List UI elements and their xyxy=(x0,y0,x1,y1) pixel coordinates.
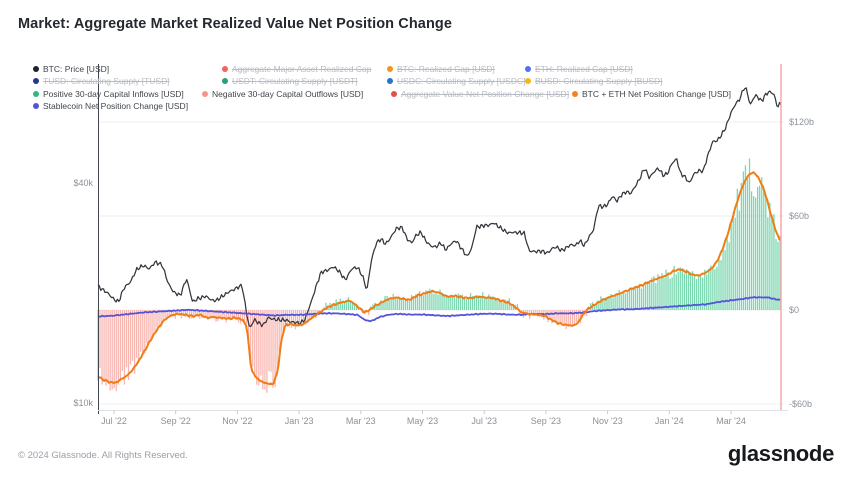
chart-legend: BTC: Price [USD] Aggregate Major Asset Re… xyxy=(0,0,850,120)
legend-dot-icon xyxy=(387,65,393,72)
legend-dot-icon xyxy=(33,103,39,109)
right-axis-label: $60b xyxy=(789,211,809,221)
legend-item-positive-30-day-capital-inflows-usd[interactable]: Positive 30-day Capital Inflows [USD] xyxy=(33,88,184,99)
legend-item-busd-circulating-supply-busd[interactable]: BUSD: Circulating Supply [BUSD] xyxy=(525,76,663,87)
legend-dot-icon xyxy=(391,90,397,97)
legend-item-label: Stablecoin Net Position Change [USD] xyxy=(43,101,189,111)
legend-item-usdt-circulating-supply-usdt[interactable]: USDT: Circulating Supply [USDT] xyxy=(222,76,358,87)
legend-dot-icon xyxy=(202,90,208,97)
x-axis-label: Jan '24 xyxy=(655,416,684,426)
x-axis-label: Sep '23 xyxy=(531,416,561,426)
legend-item-negative-30-day-capital-outflows-usd[interactable]: Negative 30-day Capital Outflows [USD] xyxy=(202,88,363,99)
page-title: Market: Aggregate Market Realized Value … xyxy=(18,16,453,32)
right-axis-label: $120b xyxy=(789,117,814,127)
capital-flow-bars xyxy=(97,158,781,393)
right-axis-label: $0 xyxy=(789,305,799,315)
x-axis-label: Jul '22 xyxy=(101,416,127,426)
legend-item-label: BTC: Realized Cap [USD] xyxy=(397,63,495,74)
left-axis-label: $10k xyxy=(73,398,93,408)
left-axis-label: $40k xyxy=(73,178,93,188)
legend-item-aggregate-major-asset-realized-cap[interactable]: Aggregate Major Asset Realized Cap xyxy=(222,63,371,74)
legend-item-label: Aggregate Major Asset Realized Cap xyxy=(232,63,372,74)
legend-item-label: TUSD: Circulating Supply [TUSD] xyxy=(43,76,170,86)
legend-item-label: Aggregate Value Net Position Change [USD… xyxy=(401,88,570,99)
legend-item-label: USDC: Circulating Supply [USDC] xyxy=(397,76,526,86)
x-axis-label: Jul '23 xyxy=(471,416,497,426)
legend-item-usdc-circulating-supply-usdc[interactable]: USDC: Circulating Supply [USDC] xyxy=(387,76,525,87)
x-axis-label: Sep '22 xyxy=(161,416,191,426)
legend-item-label: BTC + ETH Net Position Change [USD] xyxy=(582,88,732,99)
legend-item-btc-realized-cap-usd[interactable]: BTC: Realized Cap [USD] xyxy=(387,63,495,74)
legend-item-label: BUSD: Circulating Supply [BUSD] xyxy=(535,76,663,86)
legend-item-eth-realized-cap-usd[interactable]: ETH: Realized Cap [USD] xyxy=(525,63,633,74)
x-axis-label: Nov '22 xyxy=(222,416,252,426)
legend-dot-icon xyxy=(222,65,228,72)
legend-dot-icon xyxy=(33,90,39,97)
legend-item-stablecoin-net-position-change-usd[interactable]: Stablecoin Net Position Change [USD] xyxy=(33,101,188,112)
btc-price-line xyxy=(97,87,782,328)
x-axis-label: Mar '23 xyxy=(346,416,376,426)
legend-dot-icon xyxy=(525,65,531,72)
btc-eth-net-position-line xyxy=(97,171,781,386)
copyright-text: © 2024 Glassnode. All Rights Reserved. xyxy=(18,450,188,461)
legend-item-label: BTC: Price [USD] xyxy=(43,63,110,74)
legend-dot-icon xyxy=(222,78,228,84)
legend-item-label: Positive 30-day Capital Inflows [USD] xyxy=(43,88,184,99)
x-axis-label: Jan '23 xyxy=(285,416,314,426)
legend-item-tusd-circulating-supply-tusd[interactable]: TUSD: Circulating Supply [TUSD] xyxy=(33,76,170,87)
legend-dot-icon xyxy=(33,65,39,72)
legend-dot-icon xyxy=(525,78,531,84)
x-axis-label: Nov '23 xyxy=(592,416,622,426)
x-axis-label: May '23 xyxy=(407,416,438,426)
right-axis-label: -$60b xyxy=(789,399,812,409)
legend-dot-icon xyxy=(572,90,578,97)
glassnode-logo: glassnode xyxy=(727,441,834,466)
legend-item-aggregate-value-net-position-change-usd[interactable]: Aggregate Value Net Position Change [USD… xyxy=(391,88,569,99)
legend-item-btc-eth-net-position-change-usd[interactable]: BTC + ETH Net Position Change [USD] xyxy=(572,88,731,99)
stablecoin-net-position-line xyxy=(97,296,781,323)
legend-item-label: USDT: Circulating Supply [USDT] xyxy=(232,76,358,86)
legend-dot-icon xyxy=(33,78,39,84)
x-axis-label: Mar '24 xyxy=(716,416,746,426)
legend-item-label: ETH: Realized Cap [USD] xyxy=(535,63,633,74)
legend-item-label: Negative 30-day Capital Outflows [USD] xyxy=(212,88,364,99)
legend-item-btc-price-usd[interactable]: BTC: Price [USD] xyxy=(33,63,109,74)
legend-dot-icon xyxy=(387,78,393,84)
